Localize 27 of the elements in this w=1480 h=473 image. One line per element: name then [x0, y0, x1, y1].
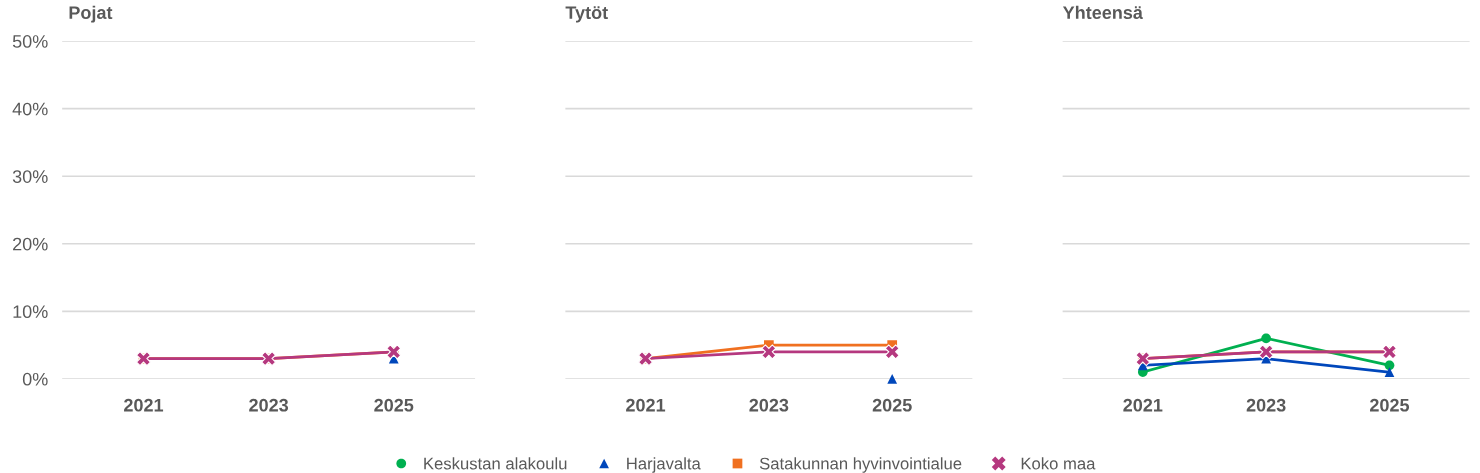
point	[1384, 367, 1395, 377]
y-tick-label: 40%	[12, 102, 48, 116]
point	[761, 344, 777, 360]
y-tick-label: 50%	[12, 35, 48, 48]
x-tick-label: 2021	[626, 398, 666, 412]
x-tick-label: 2025	[872, 398, 912, 412]
x-tick-label: 2025	[374, 398, 414, 412]
x-tick-label: 2025	[1370, 398, 1410, 412]
legend-label: Keskustan alakoulu	[424, 457, 567, 470]
x-tick-label: 2023	[249, 398, 289, 412]
legend-label: Koko maa	[1021, 457, 1096, 470]
x-tick-label: 2023	[1246, 398, 1286, 412]
point	[887, 374, 898, 384]
y-tick-label: 0%	[22, 372, 48, 386]
y-tick-label: 10%	[13, 305, 48, 319]
y-tick-label: 30%	[12, 170, 48, 183]
chart-title: Yhteensä	[1062, 5, 1143, 20]
legend-label: Harjavalta	[627, 457, 701, 473]
y-tick-label: 20%	[13, 237, 48, 251]
chart-title: Pojat	[69, 5, 113, 23]
legend-label: Satakunnan hyvinvointialue	[759, 457, 962, 473]
x-tick-label: 2021	[1123, 398, 1163, 412]
point	[884, 344, 900, 360]
chart-title: Tytöt	[565, 6, 608, 23]
point	[1261, 333, 1271, 344]
x-tick-label: 2023	[749, 398, 789, 412]
x-tick-label: 2021	[124, 398, 164, 412]
